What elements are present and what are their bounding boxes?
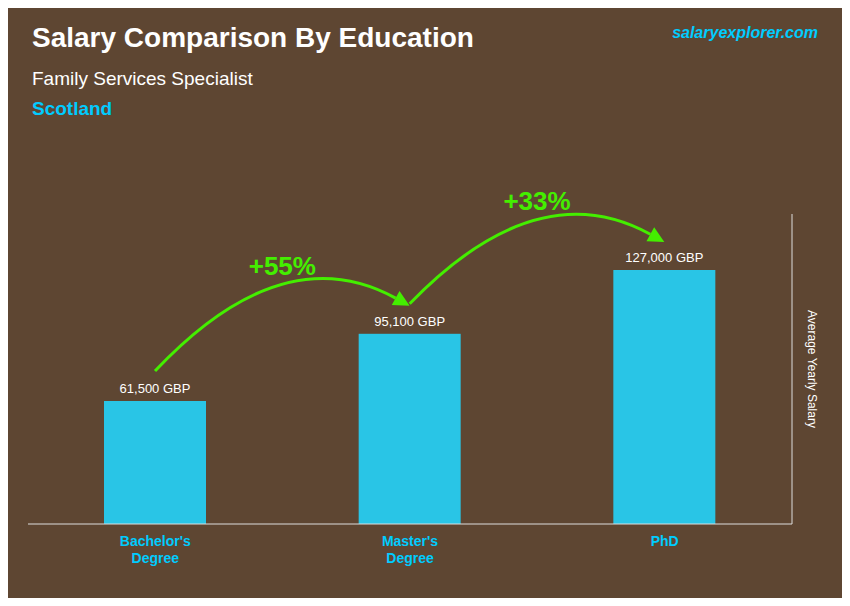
html-text:salaryexplorer.com: salaryexplorer.com	[672, 24, 818, 41]
html-text:Scotland: Scotland	[32, 98, 113, 119]
html-text:Family Services Specialist: Family Services Specialist	[32, 68, 253, 89]
svg-text:95,100 GBP: 95,100 GBP	[374, 314, 445, 329]
svg-text:PhD: PhD	[651, 533, 679, 549]
svg-text:+33%: +33%	[503, 186, 570, 216]
svg-text:127,000 GBP: 127,000 GBP	[625, 250, 703, 265]
svg-text:+55%: +55%	[249, 251, 316, 281]
svg-text:61,500 GBP: 61,500 GBP	[120, 381, 191, 396]
svg-text:Master'sDegree: Master'sDegree	[382, 533, 438, 566]
svg-text:Average Yearly Salary: Average Yearly Salary	[805, 310, 819, 428]
svg-text:Bachelor'sDegree: Bachelor'sDegree	[120, 533, 191, 566]
html-text:Salary Comparison By Education: Salary Comparison By Education	[32, 22, 474, 53]
